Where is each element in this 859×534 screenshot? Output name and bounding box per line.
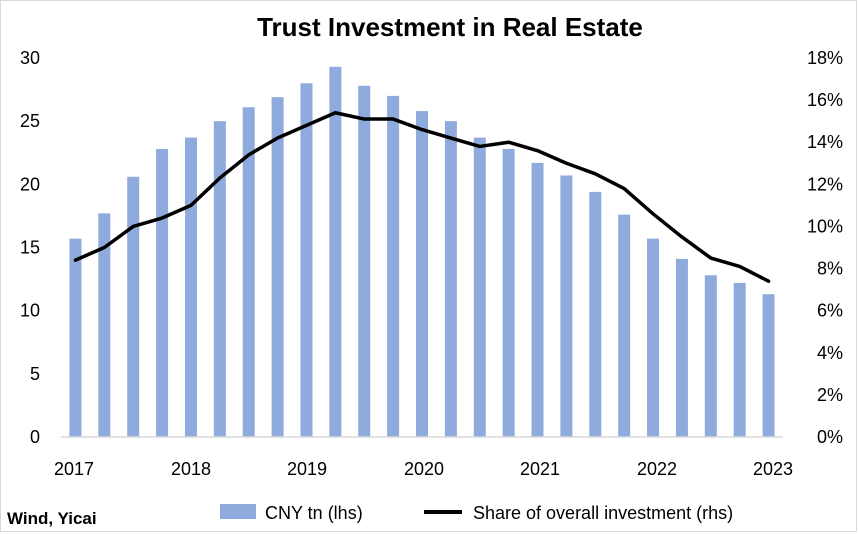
legend: CNY tn (lhs) Share of overall investment… xyxy=(220,503,733,523)
bar xyxy=(98,213,111,437)
left-tick-label: 5 xyxy=(30,364,40,384)
right-tick-label: 10% xyxy=(807,216,843,236)
left-tick-label: 20 xyxy=(20,174,40,194)
bar xyxy=(329,66,342,437)
bar xyxy=(762,294,775,437)
bar xyxy=(733,282,746,437)
left-axis: 0 5 10 15 20 25 30 xyxy=(20,48,40,447)
right-tick-label: 2% xyxy=(817,385,843,405)
right-tick-label: 8% xyxy=(817,259,843,279)
x-tick-label: 2020 xyxy=(404,459,444,479)
right-tick-label: 4% xyxy=(817,343,843,363)
right-tick-label: 12% xyxy=(807,174,843,194)
legend-label-line: Share of overall investment (rhs) xyxy=(473,503,733,523)
x-axis: 2017 2018 2019 2020 2021 2022 2023 xyxy=(54,459,793,479)
bar xyxy=(560,175,573,438)
bar xyxy=(502,148,515,437)
left-tick-label: 10 xyxy=(20,301,40,321)
legend-label-bar: CNY tn (lhs) xyxy=(265,503,363,523)
right-tick-label: 0% xyxy=(817,427,843,447)
bar xyxy=(387,95,400,438)
right-tick-label: 18% xyxy=(807,48,843,68)
chart-title: Trust Investment in Real Estate xyxy=(257,12,643,42)
bar xyxy=(156,148,169,437)
bar xyxy=(271,97,284,437)
right-tick-label: 16% xyxy=(807,90,843,110)
bar-series xyxy=(69,66,775,438)
bar xyxy=(416,111,428,437)
x-tick-label: 2021 xyxy=(520,459,560,479)
bar xyxy=(300,83,313,438)
bar xyxy=(618,214,631,437)
bar xyxy=(647,238,660,437)
right-tick-label: 14% xyxy=(807,132,843,152)
left-tick-label: 30 xyxy=(20,48,40,68)
left-tick-label: 15 xyxy=(20,238,40,258)
bar xyxy=(242,107,255,438)
x-tick-label: 2017 xyxy=(54,459,94,479)
bar xyxy=(473,137,486,437)
x-tick-label: 2022 xyxy=(637,459,677,479)
bar xyxy=(358,85,371,437)
bar xyxy=(184,137,197,437)
share-line xyxy=(73,110,771,283)
bar xyxy=(531,162,544,438)
right-tick-label: 6% xyxy=(817,301,843,321)
bar xyxy=(444,121,457,438)
x-tick-label: 2019 xyxy=(287,459,327,479)
right-axis: 0% 2% 4% 6% 8% 10% 12% 14% 16% 18% xyxy=(807,48,843,447)
bar xyxy=(704,275,717,437)
bar xyxy=(675,258,688,437)
bar xyxy=(213,121,226,438)
bar xyxy=(589,191,602,437)
source-note: Wind, Yicai xyxy=(7,509,97,528)
left-tick-label: 25 xyxy=(20,111,40,131)
x-tick-label: 2023 xyxy=(753,459,793,479)
line-series xyxy=(73,110,771,283)
left-tick-label: 0 xyxy=(30,427,40,447)
bar xyxy=(127,176,140,437)
bar xyxy=(69,238,82,437)
x-tick-label: 2018 xyxy=(171,459,211,479)
legend-swatch-bar xyxy=(220,504,256,519)
